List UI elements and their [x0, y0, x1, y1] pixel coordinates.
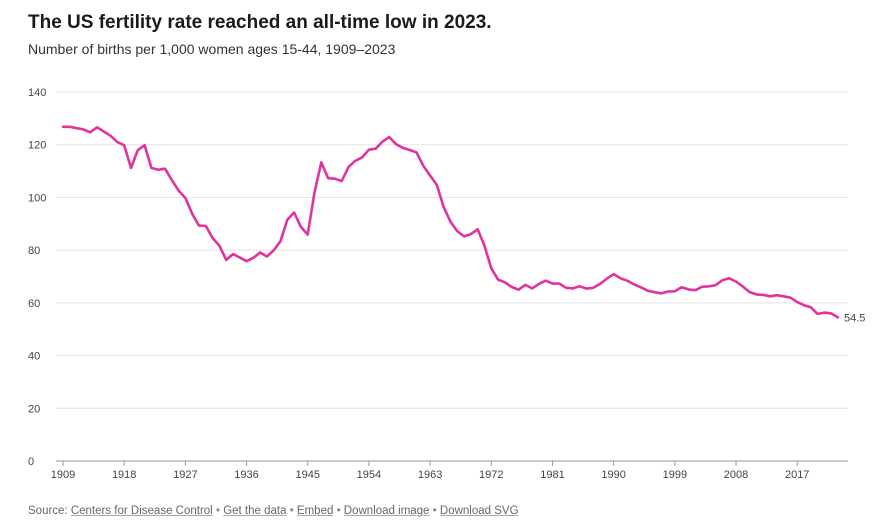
source-link[interactable]: Centers for Disease Control: [70, 505, 213, 517]
footer: Source: Centers for Disease Control • Ge…: [28, 505, 519, 517]
labels: 54.5: [844, 312, 865, 324]
separator: •: [289, 505, 294, 517]
x-tick-label: 1927: [173, 469, 197, 481]
get-data-link[interactable]: Get the data: [223, 505, 287, 517]
x-tick-label: 1963: [418, 469, 442, 481]
separator: •: [432, 505, 437, 517]
x-tick-label: 1999: [663, 469, 687, 481]
x-tick-label: 1990: [601, 469, 625, 481]
x-tick-label: 2017: [785, 469, 809, 481]
series: [61, 125, 840, 319]
axes: 0 20 40 60 80 100 120 140 1909 1918 1927 1936 1945 19…: [28, 87, 848, 481]
embed-link[interactable]: Embed: [296, 505, 334, 517]
source-label: Source:: [28, 505, 68, 517]
y-tick-label: 100: [28, 192, 46, 204]
x-tick-label: 1909: [51, 469, 75, 481]
separator: •: [215, 505, 220, 517]
x-tick-label: 1981: [540, 469, 564, 481]
x-tick-label: 1945: [295, 469, 319, 481]
x-tick-label: 1918: [112, 469, 136, 481]
gridlines: [56, 91, 848, 409]
x-tick-label: 1972: [479, 469, 503, 481]
y-tick-label: 40: [28, 351, 40, 363]
separator: •: [336, 505, 341, 517]
x-tick-label: 2008: [724, 469, 748, 481]
y-tick-label: 0: [28, 456, 34, 468]
y-tick-label: 80: [28, 245, 40, 257]
series-line: [61, 125, 840, 319]
y-tick-label: 60: [28, 298, 40, 310]
chart-title: The US fertility rate reached an all-tim…: [28, 12, 492, 33]
end-value-label: 54.5: [844, 312, 865, 324]
x-tick-label: 1954: [357, 469, 381, 481]
download-image-link[interactable]: Download image: [343, 505, 430, 517]
x-tick-label: 1936: [234, 469, 258, 481]
download-svg-link[interactable]: Download SVG: [439, 505, 519, 517]
chart-subtitle: Number of births per 1,000 women ages 15…: [28, 41, 396, 57]
y-tick-label: 20: [28, 403, 40, 415]
y-tick-label: 140: [28, 87, 46, 99]
y-tick-label: 120: [28, 140, 46, 152]
line-chart: 0 20 40 60 80 100 120 140 1909 1918 1927 1936 1945 19…: [28, 87, 865, 481]
